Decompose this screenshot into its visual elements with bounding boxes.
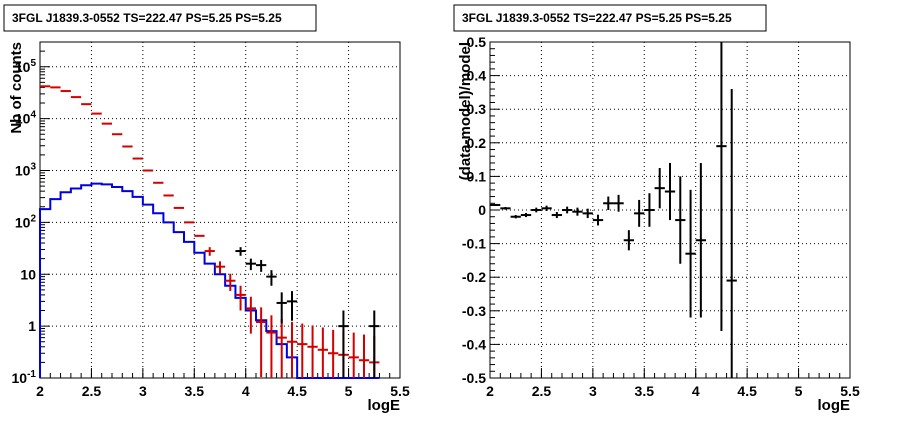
right-y-tick-label: -0.2 bbox=[462, 269, 486, 285]
right-y-tick-label: -0.1 bbox=[462, 236, 486, 252]
right-x-tick-label: 2.5 bbox=[532, 383, 552, 399]
right-y-tick-label: 0 bbox=[478, 202, 486, 218]
right-x-tick-label: 5 bbox=[795, 383, 803, 399]
right-y-tick-label: -0.5 bbox=[462, 370, 486, 386]
right-x-tick-label: 3 bbox=[589, 383, 597, 399]
left-y-tick-label: 104 bbox=[15, 110, 37, 127]
model-step-histogram-line bbox=[39, 182, 380, 379]
right-y-tick-label: 0.3 bbox=[467, 101, 487, 117]
left-x-tick-label: 4.5 bbox=[287, 383, 307, 399]
left-y-tick-label: 10-1 bbox=[12, 369, 37, 386]
left-title-box bbox=[3, 4, 317, 32]
right-y-tick-label: 0.5 bbox=[467, 34, 487, 50]
left-y-tick-label: 10 bbox=[20, 266, 36, 282]
left-plot-frame bbox=[39, 41, 401, 379]
left-y-tick-label: 105 bbox=[15, 58, 37, 75]
right-y-tick-label: -0.3 bbox=[462, 303, 486, 319]
right-x-tick-label: 4.5 bbox=[737, 383, 757, 399]
right-x-tick-label: 2 bbox=[486, 383, 494, 399]
left-x-tick-label: 4 bbox=[242, 383, 250, 399]
right-y-tick-label: 0.2 bbox=[467, 135, 487, 151]
left-x-tick-label: 3 bbox=[139, 383, 147, 399]
left-x-tick-label: 3.5 bbox=[185, 383, 205, 399]
right-y-tick-label: -0.4 bbox=[462, 336, 486, 352]
right-y-tick-label: 0.1 bbox=[467, 168, 487, 184]
left-y-tick-label: 103 bbox=[15, 162, 37, 179]
left-y-tick-label: 1 bbox=[28, 318, 36, 334]
right-title-box bbox=[453, 4, 767, 32]
right-x-tick-label: 5.5 bbox=[840, 383, 860, 399]
left-title: 3FGL J1839.3-0552 TS=222.47 PS=5.25 PS=5… bbox=[12, 11, 282, 25]
left-y-tick-label: 102 bbox=[15, 213, 37, 230]
left-y-axis-label: Nb of counts bbox=[8, 42, 25, 134]
right-y-axis-label: (data-model)/model bbox=[457, 42, 474, 180]
left-x-tick-label: 5.5 bbox=[390, 383, 410, 399]
right-x-axis-label: logE bbox=[818, 397, 851, 414]
right-x-tick-label: 3.5 bbox=[635, 383, 655, 399]
right-y-tick-label: 0.4 bbox=[467, 68, 487, 84]
left-x-axis-label: logE bbox=[368, 397, 401, 414]
left-x-tick-label: 5 bbox=[345, 383, 353, 399]
right-title: 3FGL J1839.3-0552 TS=222.47 PS=5.25 PS=5… bbox=[462, 11, 732, 25]
left-x-tick-label: 2 bbox=[36, 383, 44, 399]
right-x-tick-label: 4 bbox=[692, 383, 700, 399]
left-x-tick-label: 2.5 bbox=[82, 383, 102, 399]
